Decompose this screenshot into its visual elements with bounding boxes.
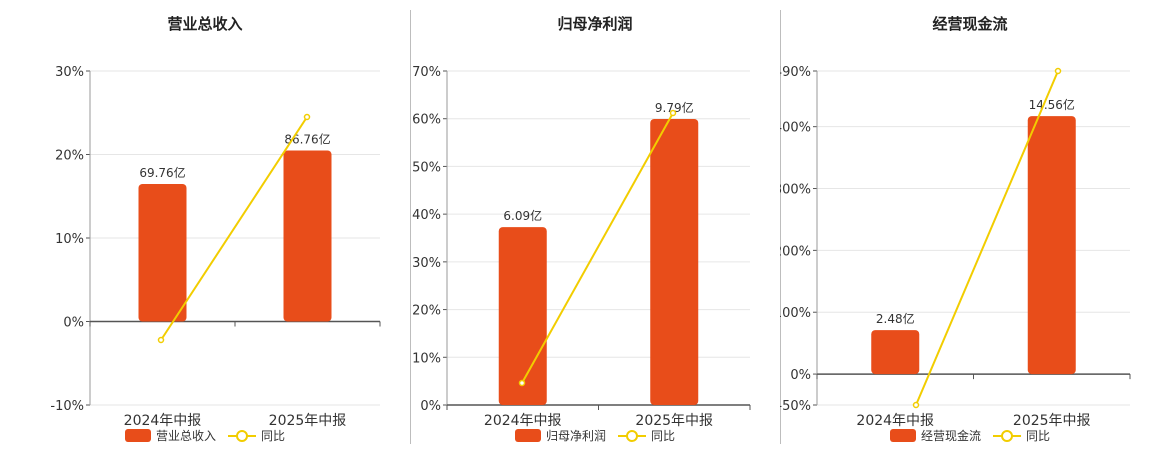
y-tick-label: 30% [412,256,441,271]
legend-label-line: 同比 [261,429,286,443]
chart-panel-3: 经营现金流 490% 400% 300% 200% 100% 0% -50% 2.48亿 2024… [780,0,1160,450]
category-label: 2025年中报 [269,413,347,429]
y-tick-label: 0% [63,316,84,331]
y-tick-label: 50% [412,160,441,175]
y-tick-label: 0% [420,399,441,414]
legend-swatch-line [618,429,646,443]
y-tick-label: 70% [412,65,441,80]
legend-label-bar: 归母净利润 [545,429,606,443]
category-label: 2024年中报 [484,413,562,429]
legend-label-bar: 经营现金流 [920,429,981,443]
legend-swatch-line [228,429,256,443]
y-tick-label: -50% [780,399,811,414]
bar-value-label: 86.76亿 [284,132,330,147]
bar-value-label: 2.48亿 [876,311,915,326]
yoy-line [160,116,308,341]
bar-value-label: 6.09亿 [503,208,542,223]
y-tick-label: 20% [412,304,441,319]
yoy-point [912,401,920,409]
category-label: 2024年中报 [856,413,934,429]
chart-svg: 70% 60% 50% 40% 30% 20% 10% 0% 6.09亿 2024年中报 9.79亿… [412,65,751,429]
legend: 营业总收入 同比 [0,427,410,444]
chart-svg: 490% 400% 300% 200% 100% 0% -50% 2.48亿 2024年中报 14… [780,65,1131,429]
y-tick-label: 10% [412,351,441,366]
y-tick-label: 300% [780,183,811,198]
y-tick-label: 100% [780,306,811,321]
yoy-point [518,379,526,387]
yoy-point [157,336,165,344]
yoy-point [303,113,311,121]
chart-svg: 30% 20% 10% 0% -10% 69.76亿 2024年中报 86.76亿 2025年中… [50,65,381,429]
panel-divider [410,10,411,444]
category-label: 2025年中报 [1013,413,1091,429]
yoy-line [915,70,1059,406]
y-tick-label: 20% [55,149,84,164]
bar [138,184,187,322]
yoy-line [521,112,674,384]
y-tick-label: -10% [50,399,84,414]
legend: 经营现金流 同比 [780,427,1160,444]
chart-title: 归母净利润 [557,15,633,33]
category-label: 2025年中报 [635,413,713,429]
category-label: 2024年中报 [124,413,202,429]
bar-value-label: 14.56亿 [1029,97,1075,112]
legend-swatch-bar [514,429,541,442]
legend-label-bar: 营业总收入 [155,429,216,443]
y-tick-label: 490% [780,65,811,80]
bar [650,119,699,405]
legend: 归母净利润 同比 [410,427,780,444]
bar [1027,116,1076,375]
bar [871,330,920,375]
y-tick-label: 10% [55,232,84,247]
bar [498,227,547,405]
bar-value-label: 69.76亿 [139,165,185,180]
chart-title: 营业总收入 [167,15,243,33]
y-tick-label: 30% [55,65,84,80]
yoy-point [669,109,677,117]
y-tick-label: 40% [412,208,441,223]
y-tick-label: 400% [780,121,811,136]
yoy-point [1054,67,1062,75]
chart-panel-1: 营业总收入 30% 20% 10% 0% -10% 69.76亿 2024年中报 86.76亿 2… [0,0,410,450]
y-tick-label: 60% [412,113,441,128]
legend-swatch-bar [889,429,916,442]
legend-label-line: 同比 [651,429,676,443]
panel-divider [780,10,781,444]
legend-swatch-bar [124,429,151,442]
legend-swatch-line [993,429,1021,443]
legend-label-line: 同比 [1026,429,1051,443]
bar-value-label: 9.79亿 [655,100,694,115]
bar [283,150,332,322]
chart-panel-2: 归母净利润 70% 60% 50% 40% 30% 20% 10% 0% 6.09亿 2024年中报… [410,0,780,450]
y-tick-label: 0% [790,368,811,383]
y-tick-label: 200% [780,244,811,259]
chart-title: 经营现金流 [932,15,1008,33]
